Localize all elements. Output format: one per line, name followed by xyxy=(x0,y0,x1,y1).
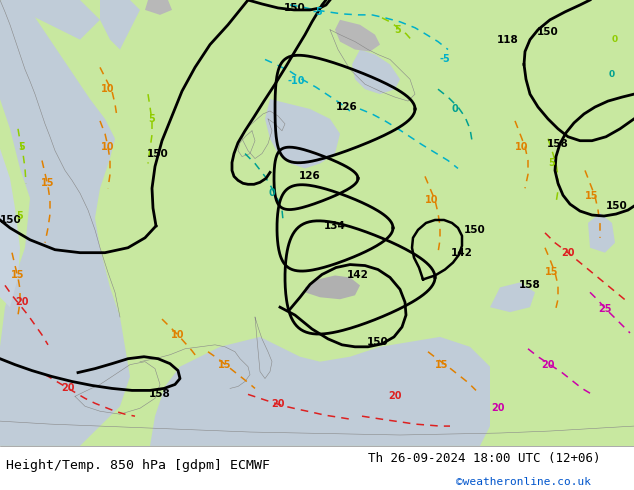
Polygon shape xyxy=(265,99,340,169)
Text: ©weatheronline.co.uk: ©weatheronline.co.uk xyxy=(456,477,592,487)
Text: 158: 158 xyxy=(519,280,541,291)
Text: 126: 126 xyxy=(299,172,321,181)
Polygon shape xyxy=(0,148,20,307)
Text: -10: -10 xyxy=(287,76,305,86)
Text: 20: 20 xyxy=(561,247,575,258)
Text: 20: 20 xyxy=(388,392,402,401)
Text: -5: -5 xyxy=(313,7,323,17)
Text: 10: 10 xyxy=(101,84,115,94)
Text: 15: 15 xyxy=(41,178,55,188)
Text: 0: 0 xyxy=(609,70,615,79)
Text: 5: 5 xyxy=(18,142,25,151)
Polygon shape xyxy=(145,0,172,15)
Text: 15: 15 xyxy=(436,360,449,369)
Text: 150: 150 xyxy=(606,201,628,211)
Text: 5: 5 xyxy=(148,114,155,124)
Polygon shape xyxy=(150,337,490,446)
Text: 142: 142 xyxy=(451,247,473,258)
Text: 142: 142 xyxy=(347,270,369,280)
Text: 20: 20 xyxy=(271,399,285,409)
Text: 10: 10 xyxy=(171,330,184,340)
Text: 15: 15 xyxy=(545,268,559,277)
Text: Th 26-09-2024 18:00 UTC (12+06): Th 26-09-2024 18:00 UTC (12+06) xyxy=(368,452,600,465)
Text: 5: 5 xyxy=(16,211,23,221)
Text: 20: 20 xyxy=(491,403,505,413)
Text: 0: 0 xyxy=(612,35,618,44)
Text: 10: 10 xyxy=(515,142,529,151)
Polygon shape xyxy=(490,282,535,312)
Text: 150: 150 xyxy=(147,148,169,159)
Text: 0: 0 xyxy=(269,188,275,198)
Text: 10: 10 xyxy=(425,195,439,205)
Text: 20: 20 xyxy=(541,360,555,369)
Text: 118: 118 xyxy=(497,35,519,45)
Polygon shape xyxy=(352,49,400,94)
Polygon shape xyxy=(588,213,615,253)
Text: 150: 150 xyxy=(0,215,22,225)
Text: 158: 158 xyxy=(149,390,171,399)
Text: 25: 25 xyxy=(598,304,612,314)
Text: 150: 150 xyxy=(464,225,486,235)
Text: 15: 15 xyxy=(218,360,232,369)
Polygon shape xyxy=(305,275,360,299)
Text: 0: 0 xyxy=(451,104,458,114)
Polygon shape xyxy=(100,0,140,49)
Polygon shape xyxy=(0,0,100,40)
Polygon shape xyxy=(335,20,380,51)
Text: 20: 20 xyxy=(15,297,29,307)
Text: 126: 126 xyxy=(336,102,358,112)
Text: 134: 134 xyxy=(324,221,346,231)
Text: 20: 20 xyxy=(61,384,75,393)
Text: -5: -5 xyxy=(439,54,450,65)
Text: Height/Temp. 850 hPa [gdpm] ECMWF: Height/Temp. 850 hPa [gdpm] ECMWF xyxy=(6,459,270,472)
Text: 5: 5 xyxy=(394,24,401,35)
Polygon shape xyxy=(0,0,634,446)
Text: 158: 158 xyxy=(547,139,569,148)
Text: 5: 5 xyxy=(548,158,555,169)
Text: 15: 15 xyxy=(585,191,598,201)
Text: 150: 150 xyxy=(537,27,559,37)
Text: 150: 150 xyxy=(367,337,389,347)
Polygon shape xyxy=(0,0,130,446)
Text: 150: 150 xyxy=(284,3,306,13)
Text: 10: 10 xyxy=(101,142,115,151)
Text: 15: 15 xyxy=(11,270,25,280)
